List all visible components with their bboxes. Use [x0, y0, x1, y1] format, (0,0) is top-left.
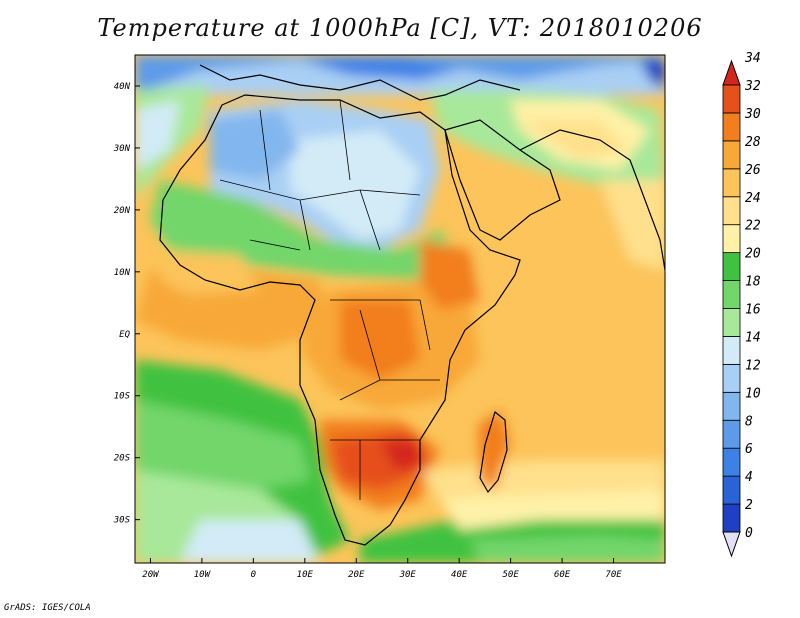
- colorbar-tick-label: 18: [745, 275, 761, 290]
- lon-tick-label: 20E: [348, 570, 365, 580]
- lon-tick-label: 60E: [554, 570, 571, 580]
- colorbar-segment: [722, 475, 741, 505]
- map-title: Temperature at 1000hPa [C], VT: 20180102…: [97, 14, 703, 42]
- temperature-field: [135, 55, 665, 563]
- lat-tick-label: 10S: [114, 392, 131, 402]
- colorbar-segment: [722, 363, 741, 393]
- lon-tick-label: 10E: [297, 570, 314, 580]
- colorbar-segment: [722, 308, 741, 337]
- colorbar-tick-label: 0: [745, 526, 753, 541]
- colorbar-tick-label: 32: [744, 79, 761, 94]
- colorbar-segment: [722, 280, 741, 309]
- colorbar-tick-label: 20: [745, 247, 761, 262]
- colorbar-segment: [722, 336, 741, 365]
- colorbar-tick-label: 8: [745, 414, 753, 429]
- lon-tick-label: 20W: [142, 570, 160, 580]
- colorbar-tick-label: 28: [745, 135, 761, 150]
- colorbar-segment: [722, 391, 741, 421]
- madagascar-coastline: [479, 410, 508, 494]
- lon-tick-label: 30E: [399, 570, 417, 580]
- colorbar-segment: [722, 447, 741, 477]
- lon-tick-label: 70E: [605, 570, 622, 580]
- lat-tick-label: 40N: [114, 82, 131, 92]
- colorbar-segment: [722, 112, 741, 142]
- lon-tick-label: 10W: [194, 570, 212, 580]
- europe-coastline: [199, 64, 521, 101]
- latitude-axis: 40N 30N 20N 10N EQ 10S 20S 30S: [113, 82, 140, 526]
- lat-tick-label: 10N: [114, 268, 131, 278]
- colorbar-over-triangle: [722, 59, 741, 86]
- colorbar-tick-label: 2: [745, 498, 753, 513]
- arabia-coastline: [444, 119, 561, 241]
- colorbar-under-triangle: [722, 531, 741, 558]
- colorbar-segment: [722, 140, 741, 170]
- colorbar-tick-label: 10: [745, 386, 761, 401]
- africa-coastline: [159, 94, 521, 546]
- colorbar-segment: [722, 84, 741, 114]
- colorbar-segment: [722, 503, 741, 533]
- colorbar-tick-label: 34: [744, 51, 761, 66]
- longitude-axis: 20W 10W 0 10E 20E 30E 40E 50E 60E 70E: [142, 558, 622, 580]
- colorbar-tick-label: 22: [745, 219, 761, 234]
- colorbar-segment: [722, 419, 741, 449]
- coastlines: [159, 64, 665, 546]
- colorbar-tick-label: 12: [745, 358, 761, 373]
- colorbar-segment: [722, 224, 741, 254]
- lon-tick-label: 0: [251, 570, 256, 580]
- colorbar-tick-label: 16: [745, 303, 761, 318]
- credit-text: GrADS: IGES/COLA: [4, 603, 91, 613]
- plot-frame: [134, 54, 666, 564]
- asia-coastline: [519, 129, 665, 271]
- colorbar-segment: [722, 252, 741, 281]
- colorbar-tick-label: 4: [745, 470, 753, 485]
- colorbar-tick-label: 6: [745, 442, 753, 457]
- colorbar-tick-label: 30: [744, 107, 761, 122]
- lat-tick-label: 30S: [113, 516, 131, 526]
- colorbar-tick-label: 14: [745, 330, 761, 345]
- lat-tick-label: 30N: [113, 144, 131, 154]
- colorbar-tick-label: 24: [745, 191, 761, 206]
- lon-tick-label: 40E: [451, 570, 468, 580]
- lat-tick-label: 20N: [114, 206, 131, 216]
- lon-tick-label: 50E: [502, 570, 519, 580]
- colorbar-segment: [722, 168, 741, 198]
- colorbar-tick-label: 26: [745, 163, 761, 178]
- political-borders: [219, 99, 440, 500]
- lat-tick-label: EQ: [119, 330, 130, 340]
- colorbar-segment: [722, 196, 741, 226]
- lat-tick-label: 20S: [114, 454, 131, 464]
